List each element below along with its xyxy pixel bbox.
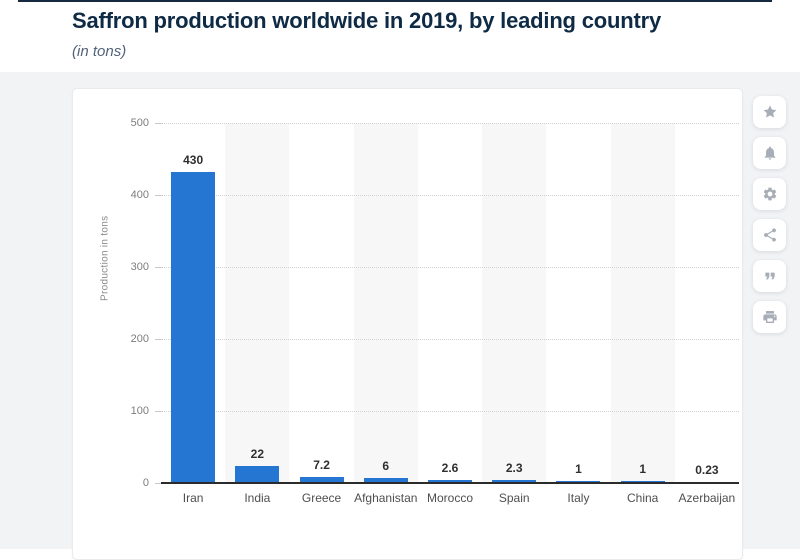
settings-button[interactable] bbox=[753, 178, 786, 210]
x-category-label: Italy bbox=[567, 491, 589, 505]
cite-button[interactable] bbox=[753, 260, 786, 292]
bell-icon bbox=[762, 145, 778, 161]
printer-icon bbox=[762, 309, 778, 325]
x-category-label: Iran bbox=[183, 491, 204, 505]
value-label: 430 bbox=[183, 153, 203, 167]
column-band bbox=[482, 123, 546, 483]
gridline bbox=[161, 195, 739, 196]
column-band bbox=[354, 123, 418, 483]
share-button[interactable] bbox=[753, 219, 786, 251]
y-tick-mark bbox=[155, 267, 161, 268]
page-subtitle: (in tons) bbox=[72, 43, 772, 60]
value-label: 22 bbox=[251, 447, 264, 461]
quote-icon bbox=[762, 268, 778, 284]
y-tick-label: 100 bbox=[131, 405, 149, 417]
x-category-label: Azerbaijan bbox=[679, 491, 736, 505]
value-label: 2.3 bbox=[506, 461, 523, 475]
value-label: 1 bbox=[575, 462, 582, 476]
gridline bbox=[161, 123, 739, 124]
top-edge-strip bbox=[18, 0, 772, 2]
gridline bbox=[161, 411, 739, 412]
print-button[interactable] bbox=[753, 301, 786, 333]
share-icon bbox=[762, 227, 778, 243]
x-category-label: India bbox=[244, 491, 270, 505]
value-label: 0.23 bbox=[695, 463, 718, 477]
column-band bbox=[611, 123, 675, 483]
bar-iran[interactable] bbox=[171, 172, 215, 482]
gear-icon bbox=[762, 186, 778, 202]
x-category-label: Morocco bbox=[427, 491, 473, 505]
y-tick-mark bbox=[155, 123, 161, 124]
y-tick-label: 500 bbox=[131, 117, 149, 129]
y-tick-label: 400 bbox=[131, 189, 149, 201]
x-category-label: Spain bbox=[499, 491, 530, 505]
gridline bbox=[161, 339, 739, 340]
x-category-label: China bbox=[627, 491, 658, 505]
chart-header: Saffron production worldwide in 2019, by… bbox=[72, 8, 772, 60]
value-label: 7.2 bbox=[313, 458, 330, 472]
y-tick-label: 300 bbox=[131, 261, 149, 273]
value-label: 1 bbox=[639, 462, 646, 476]
chart-toolbar bbox=[753, 96, 786, 333]
x-category-label: Greece bbox=[302, 491, 341, 505]
star-icon bbox=[762, 104, 778, 120]
y-tick-label: 200 bbox=[131, 333, 149, 345]
y-tick-label: 0 bbox=[143, 477, 149, 489]
gridline bbox=[161, 267, 739, 268]
y-tick-mark bbox=[155, 411, 161, 412]
value-label: 2.6 bbox=[442, 461, 459, 475]
alerts-button[interactable] bbox=[753, 137, 786, 169]
bar-india[interactable] bbox=[235, 466, 279, 482]
favorite-button[interactable] bbox=[753, 96, 786, 128]
x-category-label: Afghanistan bbox=[354, 491, 417, 505]
y-tick-mark bbox=[155, 195, 161, 196]
x-axis-line bbox=[161, 482, 739, 484]
column-band bbox=[225, 123, 289, 483]
value-label: 6 bbox=[382, 459, 389, 473]
page-title: Saffron production worldwide in 2019, by… bbox=[72, 8, 772, 34]
y-tick-mark bbox=[155, 339, 161, 340]
